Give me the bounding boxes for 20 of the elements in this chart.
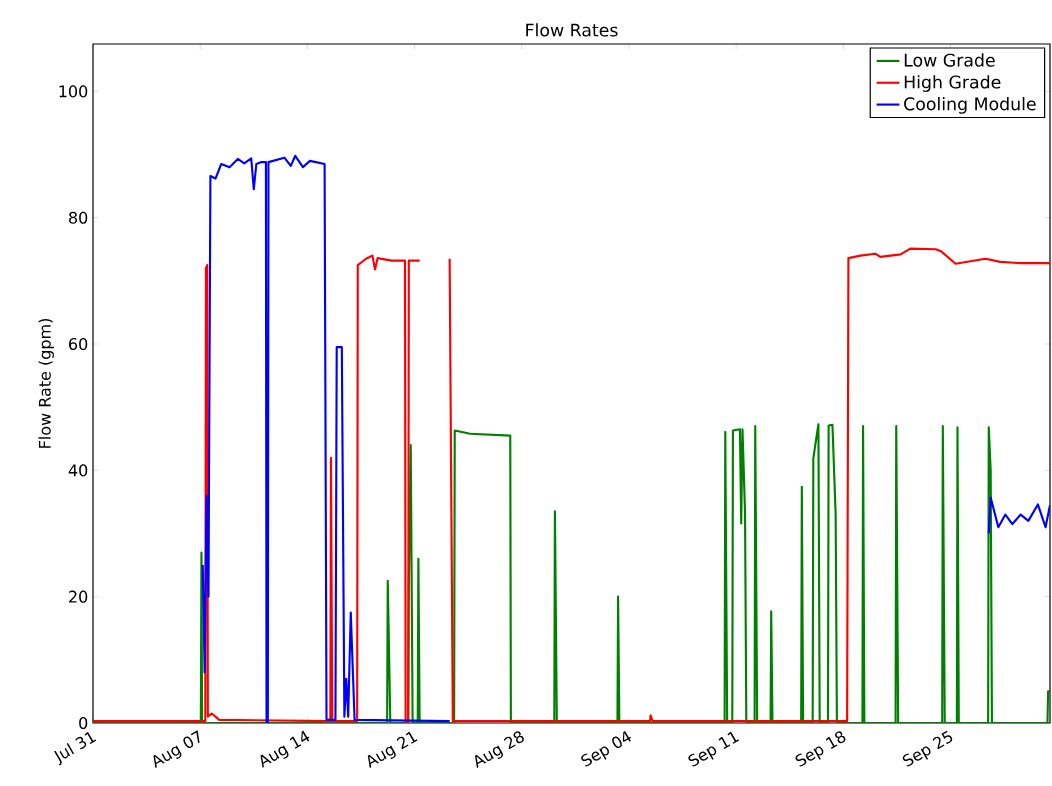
x-tick-label: Sep 25: [902, 730, 953, 767]
y-tick-label: 80: [69, 211, 88, 224]
y-tick-label: 60: [69, 337, 88, 351]
x-tick-label: Aug 21: [367, 731, 418, 768]
x-tick-label: Aug 07: [153, 730, 200, 768]
legend-label: Low Grade: [904, 53, 995, 67]
y-tick-label: 20: [69, 590, 88, 603]
y-tick-label: 40: [68, 464, 88, 477]
y-axis-title: Flow Rate (gpm): [38, 318, 54, 448]
y-tick-label: 0: [79, 716, 88, 730]
x-tick-label: Aug 28: [475, 731, 524, 768]
legend-label: High Grade: [904, 75, 1001, 92]
x-tick-label: Sep 11: [688, 731, 740, 767]
legend-label: Cooling Module: [904, 96, 1036, 114]
y-tick-label: 100: [59, 85, 88, 98]
chart-title: Flow Rates: [526, 23, 618, 37]
x-tick-label: Aug 14: [260, 730, 310, 768]
x-tick-label: Sep 18: [795, 731, 846, 767]
x-tick-label: Sep 04: [581, 730, 631, 767]
x-tick-label: Jul 31: [54, 731, 97, 766]
